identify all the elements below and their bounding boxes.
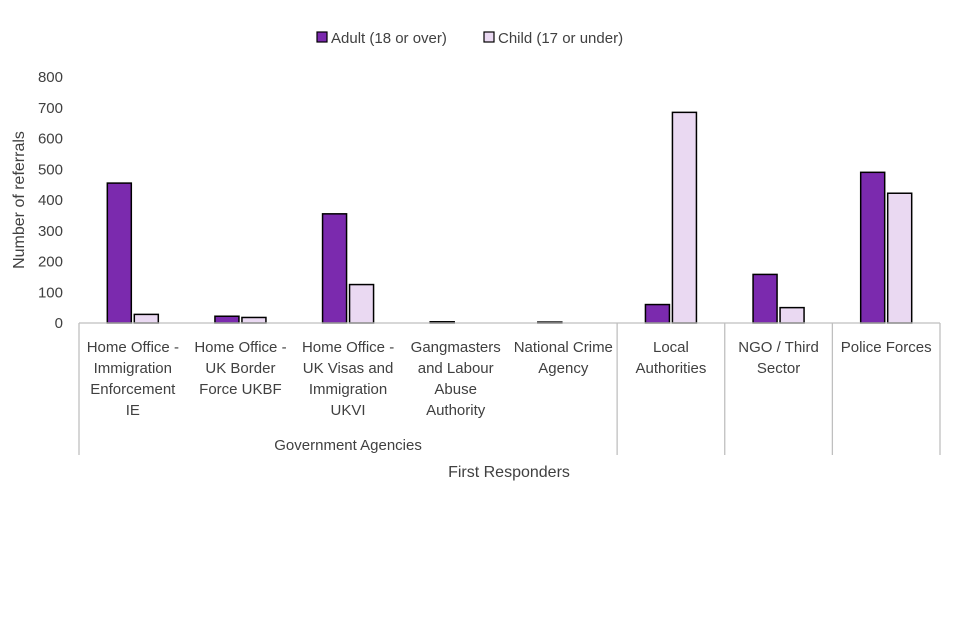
y-tick-label: 700 (38, 100, 63, 117)
x-tick-label: Home Office -UK Visas and Immigration UKVI (302, 339, 394, 419)
legend: Adult (18 or over) Child (17 or under) (316, 30, 623, 47)
y-axis-title: Number of referrals (11, 131, 28, 269)
bar-child (779, 306, 805, 324)
x-tick-label: Gangmasters and Labour Abuse Authority (411, 339, 501, 419)
legend-swatch (316, 31, 328, 43)
x-axis: Home Office -Immigration Enforcement IE Hom… (78, 322, 941, 455)
y-tick-label: 800 (38, 69, 63, 86)
group-label: Government Agencies (274, 437, 422, 454)
bar-child (133, 313, 160, 324)
bar-child (886, 192, 913, 324)
legend-label: Adult (18 or over) (331, 30, 447, 47)
bar-child (241, 316, 267, 324)
bar-adult (321, 213, 348, 324)
bar-adult (752, 273, 778, 324)
x-tick-label: NGO / Third Sector (738, 339, 819, 377)
bar-adult (106, 182, 133, 324)
bar-adult (214, 315, 240, 324)
y-tick-label: 600 (38, 131, 63, 148)
x-axis-title: First Responders (448, 464, 570, 481)
bar-adult (644, 303, 671, 324)
y-axis: 0 100 200 300 400 500 600 700 800 (38, 69, 63, 332)
bar-child (671, 111, 698, 324)
plot-area (106, 111, 913, 324)
y-tick-label: 200 (38, 254, 63, 271)
y-tick-label: 300 (38, 223, 63, 240)
y-tick-label: 100 (38, 284, 63, 301)
x-tick-label: Home Office -UK Border Force UKBF (194, 339, 286, 398)
y-tick-label: 0 (55, 315, 63, 332)
bar-adult (859, 171, 886, 324)
y-tick-label: 500 (38, 161, 63, 178)
y-tick-label: 400 (38, 192, 63, 209)
x-tick-label: National Crime Agency (514, 339, 613, 377)
bar-child (348, 283, 375, 324)
x-tick-label: Local Authorities (636, 339, 707, 377)
legend-label: Child (17 or under) (498, 30, 623, 47)
legend-swatch (483, 31, 495, 43)
x-tick-label: Police Forces (841, 339, 932, 356)
x-tick-label: Home Office -Immigration Enforcement IE (87, 339, 179, 419)
